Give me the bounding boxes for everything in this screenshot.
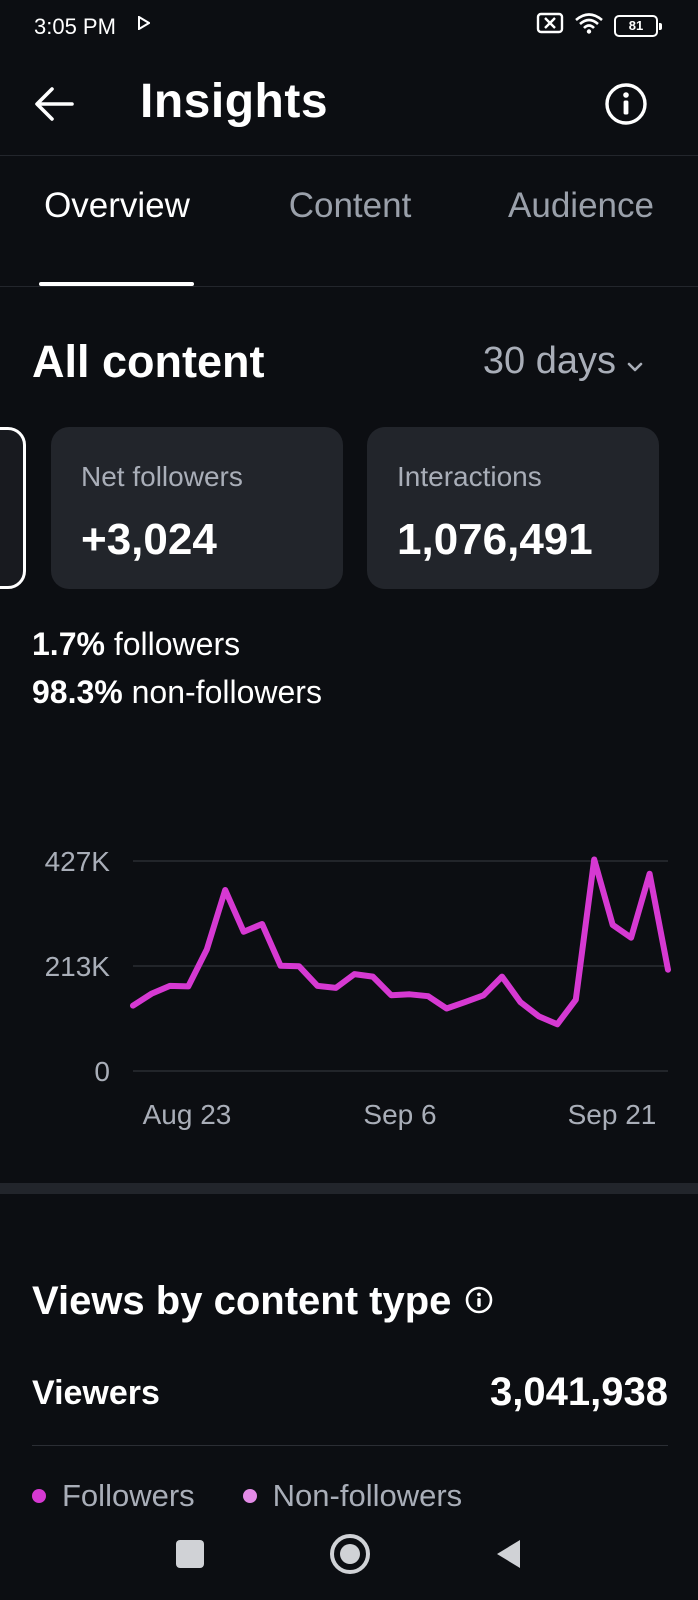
battery-level: 81 bbox=[628, 18, 644, 33]
status-bar: 3:05 PM 81 bbox=[0, 0, 698, 52]
status-time: 3:05 PM bbox=[34, 14, 116, 39]
viewers-value: 3,041,938 bbox=[490, 1370, 668, 1414]
x-tick-label: Sep 21 bbox=[568, 1099, 657, 1130]
page-title: Insights bbox=[140, 75, 329, 128]
back-arrow-icon[interactable] bbox=[30, 80, 78, 128]
system-nav-bar bbox=[0, 1520, 698, 1600]
info-icon[interactable] bbox=[604, 82, 648, 126]
y-tick-label: 0 bbox=[94, 1056, 110, 1087]
tab-bar: Overview Content Audience bbox=[0, 157, 698, 287]
nav-back-icon[interactable] bbox=[494, 1538, 522, 1575]
app-header: Insights bbox=[0, 52, 698, 156]
home-button[interactable] bbox=[330, 1534, 370, 1574]
legend-label: Non-followers bbox=[272, 1478, 463, 1513]
tab-content[interactable]: Content bbox=[288, 186, 412, 225]
metric-card-partial[interactable] bbox=[0, 427, 26, 589]
date-range-dropdown[interactable]: 30 days bbox=[483, 340, 644, 383]
legend-item-non-followers: Non-followers bbox=[242, 1478, 463, 1514]
recent-apps-button[interactable] bbox=[176, 1540, 204, 1568]
viewers-row: Viewers 3,041,938 bbox=[32, 1366, 668, 1446]
metric-card-interactions[interactable]: Interactions 1,076,491 bbox=[367, 427, 659, 589]
interactions-line-chart[interactable]: 427K 213K 0 Aug 23 Sep 6 Sep 21 bbox=[0, 820, 698, 1140]
section-divider bbox=[0, 1183, 698, 1194]
info-icon[interactable] bbox=[465, 1279, 493, 1324]
legend-label: Followers bbox=[62, 1478, 195, 1513]
metric-card-net-followers[interactable]: Net followers +3,024 bbox=[51, 427, 343, 589]
views-title-text: Views by content type bbox=[32, 1279, 452, 1323]
status-icons: 81 bbox=[536, 12, 662, 39]
play-icon bbox=[138, 15, 151, 35]
non-followers-share-label: non-followers bbox=[131, 674, 322, 710]
date-range-value: 30 days bbox=[482, 340, 616, 382]
metric-value: +3,024 bbox=[81, 515, 217, 564]
no-sim-icon bbox=[536, 12, 564, 39]
legend-item-followers: Followers bbox=[32, 1478, 195, 1514]
legend-dot bbox=[242, 1489, 257, 1503]
series-line bbox=[130, 856, 671, 1028]
y-tick-label: 427K bbox=[45, 846, 111, 877]
views-section-title: Views by content type bbox=[32, 1279, 493, 1324]
tab-overview[interactable]: Overview bbox=[44, 186, 190, 225]
active-tab-indicator bbox=[39, 282, 194, 286]
followers-percent: 1.7% bbox=[32, 626, 105, 662]
chevron-down-icon bbox=[626, 340, 644, 383]
metric-label: Interactions bbox=[397, 461, 542, 492]
metric-label: Net followers bbox=[81, 461, 243, 492]
tab-audience[interactable]: Audience bbox=[508, 186, 654, 225]
followers-share: 1.7% followers bbox=[32, 626, 240, 663]
battery-icon: 81 bbox=[614, 14, 662, 37]
followers-share-label: followers bbox=[113, 626, 241, 662]
section-title: All content bbox=[32, 336, 265, 387]
viewers-label: Viewers bbox=[32, 1374, 160, 1412]
x-tick-label: Sep 6 bbox=[363, 1099, 436, 1130]
non-followers-percent: 98.3% bbox=[32, 674, 123, 710]
x-tick-label: Aug 23 bbox=[143, 1099, 232, 1130]
legend-dot bbox=[32, 1489, 46, 1503]
wifi-icon bbox=[574, 12, 604, 39]
metric-value: 1,076,491 bbox=[397, 515, 593, 564]
non-followers-share: 98.3% non-followers bbox=[32, 674, 322, 711]
chart-legend: Followers Non-followers bbox=[32, 1478, 462, 1514]
y-tick-label: 213K bbox=[45, 951, 111, 982]
